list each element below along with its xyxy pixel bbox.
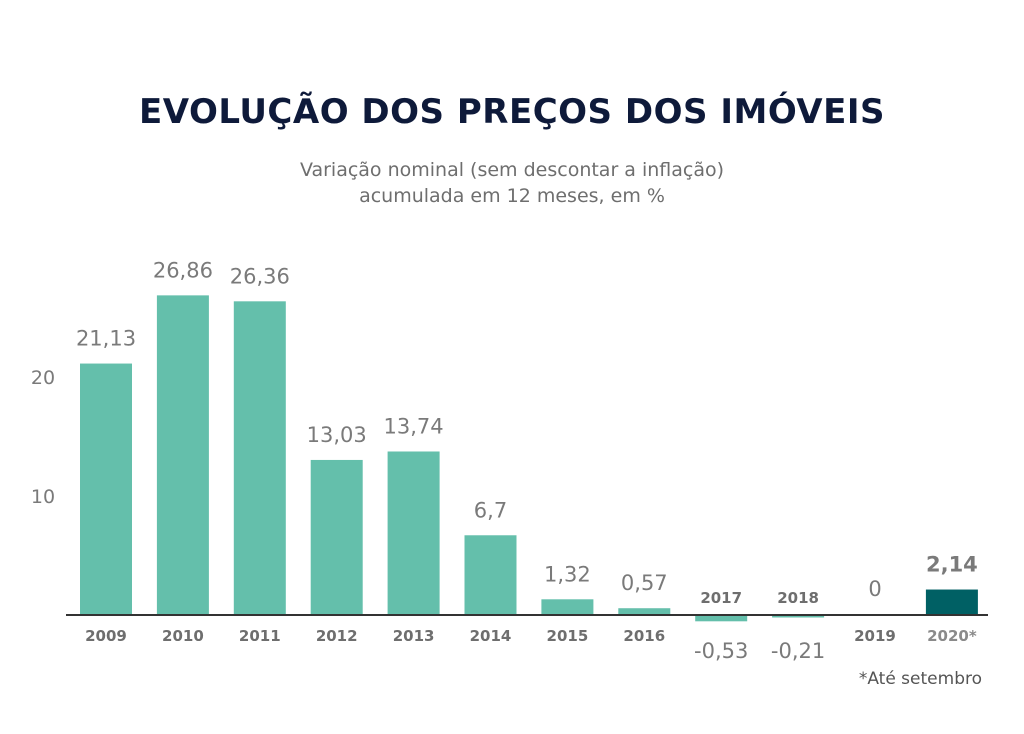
data-label: 13,03 <box>307 423 367 447</box>
data-label: 26,86 <box>153 258 213 282</box>
chart-title: EVOLUÇÃO DOS PREÇOS DOS IMÓVEIS <box>139 92 885 132</box>
data-label: 2,14 <box>926 553 978 577</box>
x-tick-label: 2010 <box>162 627 204 645</box>
data-label: 21,13 <box>76 327 136 351</box>
data-label: 13,74 <box>384 414 444 438</box>
data-label: 0,57 <box>621 571 668 595</box>
x-tick-label: 2009 <box>85 627 127 645</box>
x-tick-label: 2014 <box>470 627 512 645</box>
bar <box>925 589 978 615</box>
bar <box>387 451 440 615</box>
bar <box>233 301 286 615</box>
bar <box>541 599 594 615</box>
x-tick-label: 2011 <box>239 627 281 645</box>
footnote: *Até setembro <box>858 669 982 689</box>
x-tick-label: 2016 <box>623 627 665 645</box>
bar <box>695 615 748 622</box>
x-tick-label: 2019 <box>854 627 896 645</box>
bar <box>310 459 363 615</box>
x-tick-label: 2018 <box>777 589 819 607</box>
bar <box>156 295 209 615</box>
data-label: 26,36 <box>230 264 290 288</box>
y-tick-label: 20 <box>31 367 55 389</box>
x-tick-label: 2012 <box>316 627 358 645</box>
y-tick-label: 10 <box>31 486 55 508</box>
data-label: 0 <box>868 577 881 601</box>
x-tick-label: 2015 <box>547 627 589 645</box>
chart-subtitle: Variação nominal (sem descontar a inflaç… <box>0 157 1024 209</box>
data-label: 1,32 <box>544 562 591 586</box>
subtitle-line-2: acumulada em 12 meses, em % <box>359 185 665 207</box>
data-label: -0,21 <box>771 639 825 663</box>
data-label: 6,7 <box>474 498 507 522</box>
data-label: -0,53 <box>694 639 748 663</box>
x-tick-label: 2013 <box>393 627 435 645</box>
x-tick-label: 2020* <box>927 627 977 645</box>
bar <box>772 615 825 618</box>
subtitle-line-1: Variação nominal (sem descontar a inflaç… <box>299 159 725 181</box>
x-tick-label: 2017 <box>700 589 742 607</box>
bar <box>464 535 517 615</box>
bar <box>80 363 132 615</box>
bar <box>618 608 671 615</box>
